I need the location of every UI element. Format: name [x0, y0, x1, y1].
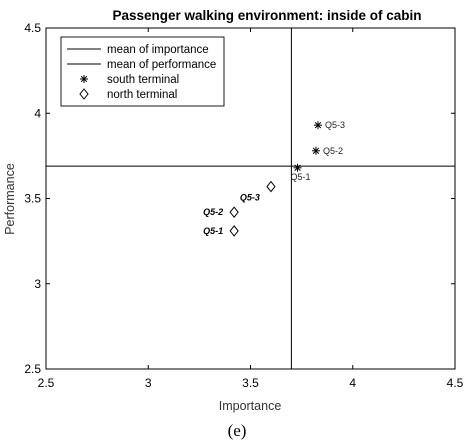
north-terminal-point — [266, 180, 276, 193]
legend-entry-label: south terminal — [107, 74, 179, 86]
x-tick-label: 4 — [349, 376, 356, 390]
x-axis-label: Importance — [219, 399, 282, 413]
legend-diamond-swatch — [79, 88, 89, 100]
y-tick-label: 4 — [34, 106, 41, 120]
y-tick-label: 3.5 — [24, 192, 41, 206]
x-tick-label: 2.5 — [38, 376, 55, 390]
y-tick-label: 4.5 — [24, 21, 41, 35]
asterisk-stroke — [314, 122, 322, 129]
north-terminal-point-label: Q5-2 — [203, 207, 223, 217]
north-terminal-point-label: Q5-3 — [240, 193, 260, 203]
south-terminal-point-label: Q5-2 — [323, 146, 343, 156]
south-terminal-point — [313, 121, 322, 130]
legend-entry-label: north terminal — [107, 89, 177, 101]
data-points — [229, 121, 322, 237]
north-terminal-point-label: Q5-1 — [203, 226, 223, 236]
x-tick-label: 3.5 — [242, 376, 259, 390]
mean-lines — [46, 28, 455, 369]
asterisk-stroke — [294, 164, 301, 171]
legend-entry-label: mean of importance — [107, 44, 209, 56]
south-terminal-point — [293, 163, 302, 172]
figure-caption: (e) — [228, 421, 247, 440]
legend: mean of importance mean of performance sou… — [60, 36, 225, 107]
south-terminal-point-label: Q5-3 — [325, 120, 345, 130]
south-terminal-point — [311, 146, 320, 155]
y-tick-label: 2.5 — [24, 362, 41, 376]
point-annotations: Q5-1 Q5-2 Q5-3 Q5-1 Q5-2 Q5-3 — [203, 120, 345, 236]
chart-title: Passenger walking environment: inside of… — [112, 8, 421, 23]
north-terminal-point — [229, 225, 239, 237]
north-terminal-point — [229, 206, 239, 218]
asterisk-stroke — [312, 147, 320, 154]
asterisk-stroke — [80, 75, 88, 83]
legend-entry-label: mean of performance — [107, 59, 216, 71]
y-tick-label: 3 — [34, 277, 41, 291]
axis-ticks: 2.5 3 3.5 4 4.5 2.5 3 3.5 4 4.5 — [24, 21, 463, 390]
x-tick-label: 3 — [145, 376, 152, 390]
legend-asterisk-swatch — [80, 75, 88, 83]
south-terminal-point-label: Q5-1 — [291, 172, 311, 182]
x-tick-label: 4.5 — [447, 376, 464, 390]
y-axis-label: Performance — [3, 163, 17, 235]
